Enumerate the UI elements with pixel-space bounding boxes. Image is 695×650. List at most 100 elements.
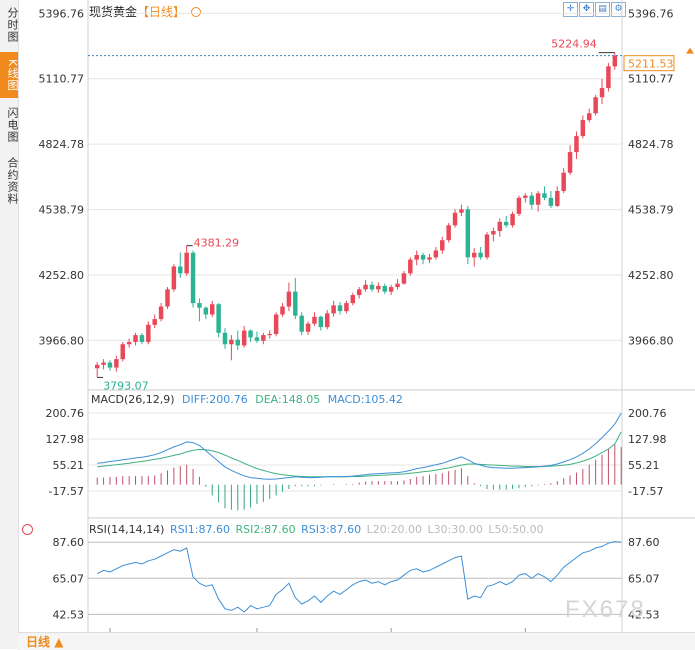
rsi3-value: RSI3:87.60: [301, 523, 362, 536]
candle-body: [555, 190, 560, 206]
candle-body: [273, 314, 279, 334]
peak-annotation: 4381.29: [194, 237, 240, 250]
macd-axis-label-right: -17.57: [628, 485, 663, 498]
tab-flash[interactable]: 闪电图: [6, 107, 19, 143]
l20-value: L20:20.00: [366, 523, 422, 536]
tab-timeshare[interactable]: 分时图: [6, 7, 19, 43]
candle-body: [216, 304, 221, 333]
minus-circle-icon[interactable]: [190, 7, 201, 17]
rsi-settings-icon[interactable]: [22, 524, 33, 535]
candle-body: [465, 209, 471, 258]
macd-axis-label-left: 200.76: [46, 407, 85, 420]
l30-value: L30:30.00: [427, 523, 483, 536]
chart-title: 现货黄金【日线】: [89, 3, 201, 20]
candle-body: [241, 330, 247, 346]
macd-macd-value: MACD:105.42: [327, 393, 403, 406]
candle-body: [178, 266, 183, 274]
candle-body: [599, 88, 605, 98]
candle-body: [203, 307, 209, 315]
candle-body: [542, 193, 547, 198]
price-axis-label-left: 4538.79: [39, 204, 85, 217]
macd-axis-label-left: -17.57: [49, 485, 84, 498]
candle-body: [280, 306, 285, 315]
candle-body: [395, 283, 400, 288]
rsi-axis-label-right: 87.60: [628, 536, 660, 549]
candle-body: [133, 335, 138, 342]
candle-body: [120, 344, 125, 360]
candle-body: [101, 362, 106, 365]
price-axis-label-left: 4252.80: [39, 269, 85, 282]
candle-body: [350, 295, 356, 304]
candle-body: [491, 231, 496, 235]
candle-body: [363, 284, 368, 290]
macd-title: MACD(26,12,9): [91, 393, 175, 406]
candle-body: [184, 252, 189, 274]
macd-axis-label-left: 55.21: [53, 459, 85, 472]
candle-body: [331, 305, 336, 314]
rsi-axis-label-right: 65.07: [628, 572, 660, 585]
watermark-logo: FX678: [565, 596, 646, 623]
candle-body: [587, 113, 592, 121]
period-selector[interactable]: 日线 ▲: [26, 635, 64, 649]
candle-body: [107, 362, 113, 368]
candle-body: [126, 341, 132, 345]
candle-body: [606, 66, 611, 89]
candle-body: [305, 323, 311, 332]
price-axis-label-right: 3966.80: [628, 334, 674, 347]
candle-body: [548, 197, 554, 206]
candle-body: [114, 359, 119, 368]
price-axis-label-right: 5110.77: [628, 73, 674, 86]
price-axis-label-left: 5396.76: [39, 7, 85, 20]
candle-body: [535, 193, 541, 205]
macd-axis-label-left: 127.98: [46, 433, 85, 446]
price-axis-label-right: 4252.80: [628, 269, 674, 282]
tab-contract-info[interactable]: 合约资料: [6, 157, 19, 205]
candle-body: [229, 339, 234, 345]
macd-axis-label-right: 127.98: [628, 433, 667, 446]
candle-body: [567, 152, 573, 173]
candle-body: [459, 209, 464, 213]
candle-body: [414, 255, 419, 260]
candle-body: [561, 172, 566, 191]
candle-body: [516, 197, 522, 214]
rsi2-value: RSI2:87.60: [235, 523, 296, 536]
candle-body: [497, 221, 503, 232]
candle-body: [299, 315, 304, 332]
rsi-axis-label-left: 42.53: [53, 608, 85, 621]
tab-kline[interactable]: K线图: [0, 52, 19, 98]
candle-body: [478, 252, 483, 258]
candle-body: [510, 213, 515, 226]
candle-body: [344, 303, 349, 312]
macd-diff-value: DIFF:200.76: [182, 393, 248, 406]
rsi-axis-label-right: 42.53: [628, 608, 660, 621]
price-axis-label-left: 3966.80: [39, 334, 85, 347]
candle-body: [197, 303, 202, 308]
candle-body: [388, 287, 394, 292]
candle-body: [267, 333, 272, 336]
candle-body: [369, 284, 375, 290]
macd-diff-line: [97, 412, 622, 480]
candle-body: [446, 225, 451, 241]
candle-body: [293, 291, 298, 316]
price-axis-label-left: 5110.77: [39, 73, 85, 86]
candle-body: [248, 330, 253, 338]
candle-body: [94, 364, 100, 369]
candle-body: [382, 285, 387, 292]
candle-body: [593, 97, 598, 114]
candle-body: [484, 234, 490, 258]
candle-body: [209, 304, 215, 315]
price-axis-label-right: 4538.79: [628, 204, 674, 217]
candle-body: [529, 195, 534, 205]
rsi-legend: RSI(14,14,14) RSI1:87.60 RSI2:87.60 RSI3…: [89, 523, 544, 536]
rsi-axis-label-left: 65.07: [53, 572, 85, 585]
candle-body: [433, 250, 439, 258]
candle-body: [222, 332, 228, 345]
instrument-name: 现货黄金: [89, 5, 138, 19]
high-annotation: 5224.94: [551, 38, 597, 51]
macd-axis-label-right: 55.21: [628, 459, 660, 472]
candle-body: [580, 120, 586, 137]
period-selector-label: 日线: [26, 635, 51, 649]
candle-body: [312, 316, 317, 324]
candle-body: [503, 221, 509, 226]
